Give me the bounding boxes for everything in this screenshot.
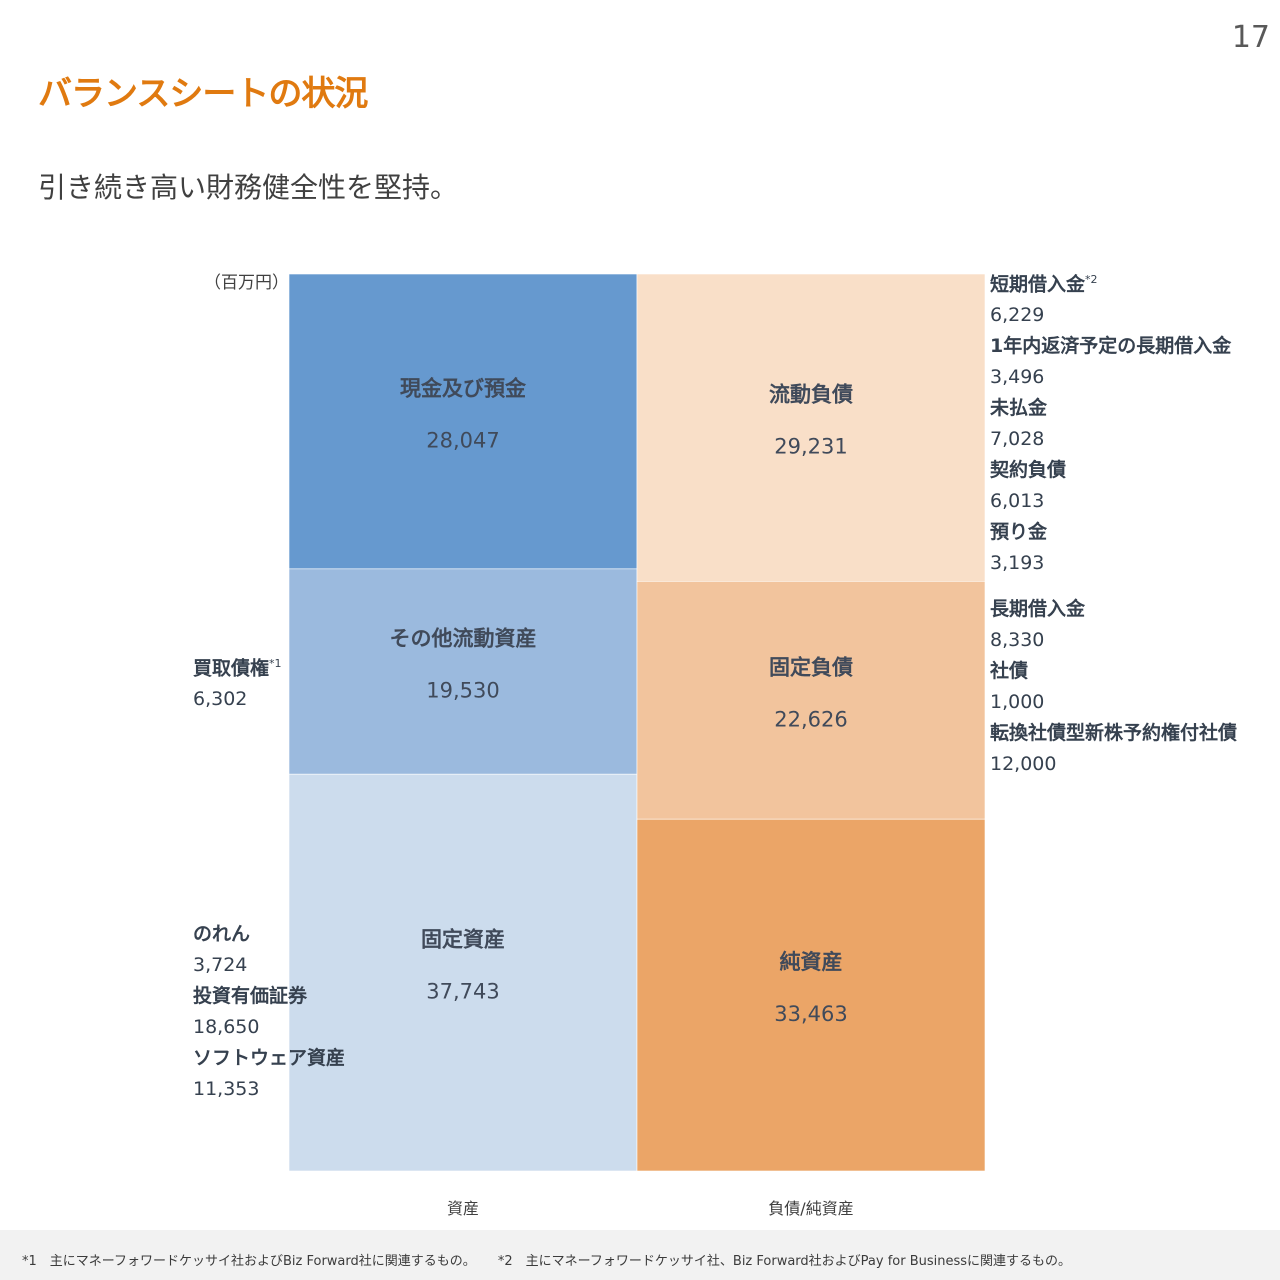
footer-bar: [0, 1230, 1280, 1280]
right-current-liabilities-value-1: 3,496: [990, 366, 1045, 389]
bar-segment-value-4: 22,626: [774, 707, 847, 731]
x-axis-label-0: 資産: [447, 1199, 479, 1218]
bar-segment-label-4: 固定負債: [769, 655, 853, 679]
right-current-liabilities-value-2: 7,028: [990, 428, 1045, 451]
page-number: 17: [1231, 20, 1270, 55]
left-fixed-assets-label-2: ソフトウェア資産: [193, 1047, 346, 1069]
bar-segment-label-1: その他流動資産: [390, 627, 537, 651]
right-current-liabilities-footnote-mark-0: *2: [1085, 273, 1098, 286]
left-fixed-assets-value-2: 11,353: [193, 1078, 260, 1100]
right-current-liabilities-label-3: 契約負債: [990, 459, 1067, 482]
right-current-liabilities-label-4: 預り金: [990, 521, 1048, 544]
bar-segment-label-2: 固定資産: [421, 928, 505, 952]
left-notes-other-current: 買取債権*1 6,302: [193, 648, 282, 715]
bar-segment-value-5: 33,463: [774, 1002, 847, 1026]
bar-segment-value-3: 29,231: [774, 435, 847, 459]
bar-segment-3: [636, 273, 986, 582]
right-fixed-liabilities-label-0: 長期借入金: [990, 598, 1086, 620]
x-axis-label-1: 負債/純資産: [768, 1199, 853, 1218]
bar-segment-1: [288, 568, 638, 775]
right-current-liabilities-value-0: 6,229: [990, 304, 1045, 327]
left-fixed-assets-value-1: 18,650: [193, 1016, 260, 1038]
left-fixed-assets-value-0: 3,724: [193, 954, 248, 976]
right-notes-current-liabilities: 短期借入金*2 6,229 1年内返済予定の長期借入金 3,496 未払金 7,028 契約…: [990, 264, 1231, 579]
left-notes-fixed-assets: のれん 3,724 投資有価証券 18,650 ソフトウェア資産 11,353: [193, 919, 345, 1105]
right-notes-fixed-liabilities: 長期借入金 8,330 社債 1,000 転換社債型新株予約権付社債 12,000: [990, 594, 1237, 780]
right-fixed-liabilities-label-2: 転換社債型新株予約権付社債: [990, 722, 1238, 744]
balance-sheet-chart: 現金及び預金 28,047 その他流動資産 19,530 固定資産 37,743 流動負債 2…: [288, 273, 986, 1218]
page-title: バランスシートの状況: [38, 74, 368, 114]
right-fixed-liabilities-value-2: 12,000: [990, 753, 1057, 775]
right-fixed-liabilities-label-1: 社債: [990, 660, 1029, 682]
footnote-1: *1 主にマネーフォワードケッサイ社およびBiz Forward社に関連するもの…: [22, 1254, 476, 1269]
footnote-2: *2 主にマネーフォワードケッサイ社、Biz Forward社およびPay fo…: [497, 1254, 1072, 1269]
footnotes: *1 主にマネーフォワードケッサイ社およびBiz Forward社に関連するもの…: [22, 1250, 1089, 1269]
bar-segment-label-5: 純資産: [780, 950, 843, 974]
left-fixed-assets-label-1: 投資有価証券: [193, 985, 308, 1007]
bar-segment-2: [288, 773, 638, 1172]
right-current-liabilities-value-3: 6,013: [990, 490, 1045, 513]
right-current-liabilities-value-4: 3,193: [990, 552, 1045, 575]
bar-segment-4: [636, 581, 986, 820]
right-current-liabilities-label-0: 短期借入金*2: [990, 273, 1098, 296]
bar-segment-value-0: 28,047: [426, 428, 499, 452]
right-fixed-liabilities-value-1: 1,000: [990, 691, 1045, 713]
unit-label: （百万円）: [204, 273, 289, 293]
right-current-liabilities-label-1: 1年内返済予定の長期借入金: [990, 335, 1232, 358]
page-subtitle: 引き続き高い財務健全性を堅持。: [38, 171, 459, 204]
right-current-liabilities-label-2: 未払金: [990, 397, 1048, 420]
bar-segment-label-3: 流動負債: [769, 383, 853, 407]
bar-segment-value-1: 19,530: [426, 679, 499, 703]
left-other-current-label-0: 買取債権*1: [193, 657, 282, 680]
left-other-current-footnote-mark-0: *1: [269, 657, 282, 670]
left-other-current-value-0: 6,302: [193, 688, 248, 711]
bar-segment-5: [636, 818, 986, 1172]
bar-segment-label-0: 現金及び預金: [400, 376, 527, 400]
right-fixed-liabilities-value-0: 8,330: [990, 629, 1045, 651]
left-fixed-assets-label-0: のれん: [193, 923, 251, 945]
bar-segment-value-2: 37,743: [426, 980, 499, 1004]
bar-segment-0: [288, 273, 638, 570]
